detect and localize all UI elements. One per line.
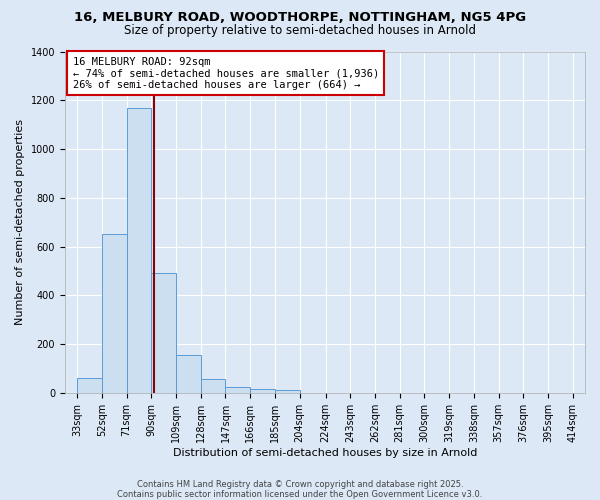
Text: Size of property relative to semi-detached houses in Arnold: Size of property relative to semi-detach… (124, 24, 476, 37)
Bar (102, 234, 127, 393)
Bar (250, 389, 275, 393)
Bar (226, 387, 250, 393)
Bar (127, 108, 151, 393)
Bar (176, 355, 201, 393)
Bar (151, 274, 176, 393)
Y-axis label: Number of semi-detached properties: Number of semi-detached properties (15, 119, 25, 325)
Bar (201, 380, 226, 393)
Text: 16 MELBURY ROAD: 92sqm
← 74% of semi-detached houses are smaller (1,936)
26% of : 16 MELBURY ROAD: 92sqm ← 74% of semi-det… (73, 56, 379, 90)
Text: Contains HM Land Registry data © Crown copyright and database right 2025.
Contai: Contains HM Land Registry data © Crown c… (118, 480, 482, 499)
Bar (275, 390, 299, 393)
Text: 16, MELBURY ROAD, WOODTHORPE, NOTTINGHAM, NG5 4PG: 16, MELBURY ROAD, WOODTHORPE, NOTTINGHAM… (74, 11, 526, 24)
X-axis label: Distribution of semi-detached houses by size in Arnold: Distribution of semi-detached houses by … (173, 448, 477, 458)
Bar (77, 378, 102, 393)
